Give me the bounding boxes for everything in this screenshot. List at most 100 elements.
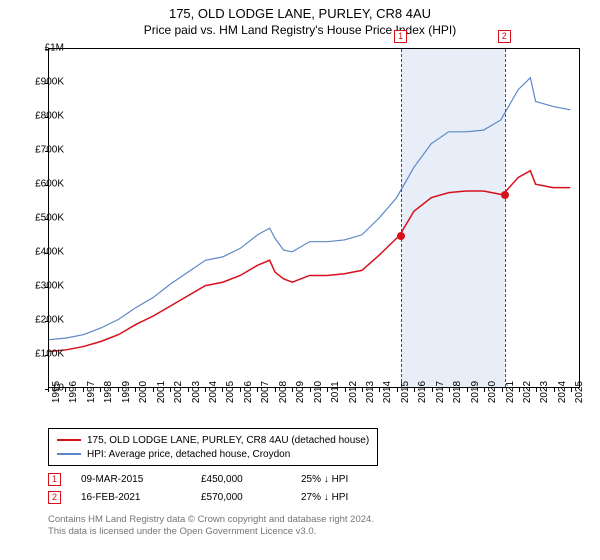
- x-axis-tick: [397, 388, 398, 392]
- x-axis-tick: [536, 388, 537, 392]
- sale-point: [397, 232, 405, 240]
- x-axis-tick-label: 2023: [539, 381, 550, 403]
- x-axis-tick: [83, 388, 84, 392]
- x-axis-tick: [135, 388, 136, 392]
- x-axis-tick: [432, 388, 433, 392]
- x-axis-tick: [502, 388, 503, 392]
- sales-list: 1 09-MAR-2015 £450,000 25% ↓ HPI 2 16-FE…: [48, 470, 348, 506]
- x-axis-tick-label: 2019: [470, 381, 481, 403]
- x-axis-tick: [153, 388, 154, 392]
- x-axis-tick-label: 1996: [68, 381, 79, 403]
- x-axis-tick-label: 2011: [330, 381, 341, 403]
- x-axis-tick: [554, 388, 555, 392]
- x-axis-tick: [240, 388, 241, 392]
- x-axis-tick-label: 2020: [487, 381, 498, 403]
- x-axis-tick-label: 2024: [557, 381, 568, 403]
- x-axis-tick-label: 2025: [574, 381, 585, 403]
- x-axis-tick-label: 1997: [86, 381, 97, 403]
- legend-label: HPI: Average price, detached house, Croy…: [87, 449, 290, 460]
- x-axis-tick: [257, 388, 258, 392]
- sale-price: £450,000: [201, 474, 281, 485]
- x-axis-tick: [188, 388, 189, 392]
- x-axis-tick: [449, 388, 450, 392]
- x-axis-tick: [362, 388, 363, 392]
- x-axis-tick-label: 1998: [103, 381, 114, 403]
- sale-point: [501, 191, 509, 199]
- legend-label: 175, OLD LODGE LANE, PURLEY, CR8 4AU (de…: [87, 435, 369, 446]
- y-axis-tick-label: £100K: [35, 349, 64, 360]
- y-axis-tick-label: £800K: [35, 111, 64, 122]
- footer-line1: Contains HM Land Registry data © Crown c…: [48, 514, 374, 526]
- x-axis-tick-label: 2002: [173, 381, 184, 403]
- sale-marker-icon: 2: [48, 491, 61, 504]
- y-axis-tick-label: £600K: [35, 179, 64, 190]
- y-axis-tick-label: £700K: [35, 145, 64, 156]
- legend-row: HPI: Average price, detached house, Croy…: [57, 447, 369, 461]
- x-axis-tick: [571, 388, 572, 392]
- chart-footer: Contains HM Land Registry data © Crown c…: [48, 514, 374, 539]
- x-axis-tick-label: 2018: [452, 381, 463, 403]
- sale-delta: 25% ↓ HPI: [301, 474, 348, 485]
- x-axis-tick-label: 2007: [260, 381, 271, 403]
- x-axis-tick-label: 2004: [208, 381, 219, 403]
- sale-row: 1 09-MAR-2015 £450,000 25% ↓ HPI: [48, 470, 348, 488]
- x-axis-tick: [222, 388, 223, 392]
- sale-row: 2 16-FEB-2021 £570,000 27% ↓ HPI: [48, 488, 348, 506]
- y-axis-tick-label: £500K: [35, 213, 64, 224]
- x-axis-tick-label: 2016: [417, 381, 428, 403]
- x-axis-tick-label: 2014: [382, 381, 393, 403]
- x-axis-tick-label: 2008: [278, 381, 289, 403]
- x-axis-tick-label: 2000: [138, 381, 149, 403]
- x-axis-tick-label: 2003: [191, 381, 202, 403]
- x-axis-tick-label: 2009: [295, 381, 306, 403]
- sale-date: 09-MAR-2015: [81, 474, 181, 485]
- x-axis-tick-label: 2017: [435, 381, 446, 403]
- chart-plot-area: [48, 48, 580, 388]
- y-axis-tick-label: £300K: [35, 281, 64, 292]
- x-axis-tick-label: 2021: [505, 381, 516, 403]
- chart-legend: 175, OLD LODGE LANE, PURLEY, CR8 4AU (de…: [48, 428, 378, 466]
- x-axis-tick: [484, 388, 485, 392]
- x-axis-tick: [292, 388, 293, 392]
- y-axis-tick-label: £900K: [35, 77, 64, 88]
- x-axis-tick-label: 2010: [313, 381, 324, 403]
- x-axis-tick-label: 2015: [400, 381, 411, 403]
- x-axis-tick: [100, 388, 101, 392]
- chart-title-address: 175, OLD LODGE LANE, PURLEY, CR8 4AU: [0, 6, 600, 21]
- sale-marker-icon: 1: [394, 30, 407, 43]
- sale-vline: [505, 49, 506, 387]
- x-axis-tick: [118, 388, 119, 392]
- x-axis-tick: [310, 388, 311, 392]
- x-axis-tick: [414, 388, 415, 392]
- y-axis-tick-label: £400K: [35, 247, 64, 258]
- series-line-price_paid: [49, 171, 570, 352]
- x-axis-tick-label: 2005: [225, 381, 236, 403]
- chart-lines-svg: [49, 49, 579, 387]
- x-axis-tick-label: 1999: [121, 381, 132, 403]
- y-axis-tick-label: £1M: [45, 43, 64, 54]
- x-axis-tick-label: 2006: [243, 381, 254, 403]
- sale-delta: 27% ↓ HPI: [301, 492, 348, 503]
- x-axis-tick: [519, 388, 520, 392]
- x-axis-tick: [170, 388, 171, 392]
- series-line-hpi: [49, 78, 570, 340]
- x-axis-tick-label: 2001: [156, 381, 167, 403]
- x-axis-tick-label: 1995: [51, 381, 62, 403]
- x-axis-tick: [48, 388, 49, 392]
- x-axis-tick: [65, 388, 66, 392]
- sale-vline: [401, 49, 402, 387]
- legend-swatch: [57, 453, 81, 455]
- sale-date: 16-FEB-2021: [81, 492, 181, 503]
- legend-row: 175, OLD LODGE LANE, PURLEY, CR8 4AU (de…: [57, 433, 369, 447]
- x-axis-tick: [327, 388, 328, 392]
- x-axis-tick: [345, 388, 346, 392]
- x-axis-tick: [379, 388, 380, 392]
- x-axis-tick: [275, 388, 276, 392]
- x-axis-tick-label: 2013: [365, 381, 376, 403]
- x-axis-tick: [467, 388, 468, 392]
- footer-line2: This data is licensed under the Open Gov…: [48, 526, 374, 538]
- legend-swatch: [57, 439, 81, 441]
- y-axis-tick-label: £200K: [35, 315, 64, 326]
- sale-marker-icon: 1: [48, 473, 61, 486]
- sale-price: £570,000: [201, 492, 281, 503]
